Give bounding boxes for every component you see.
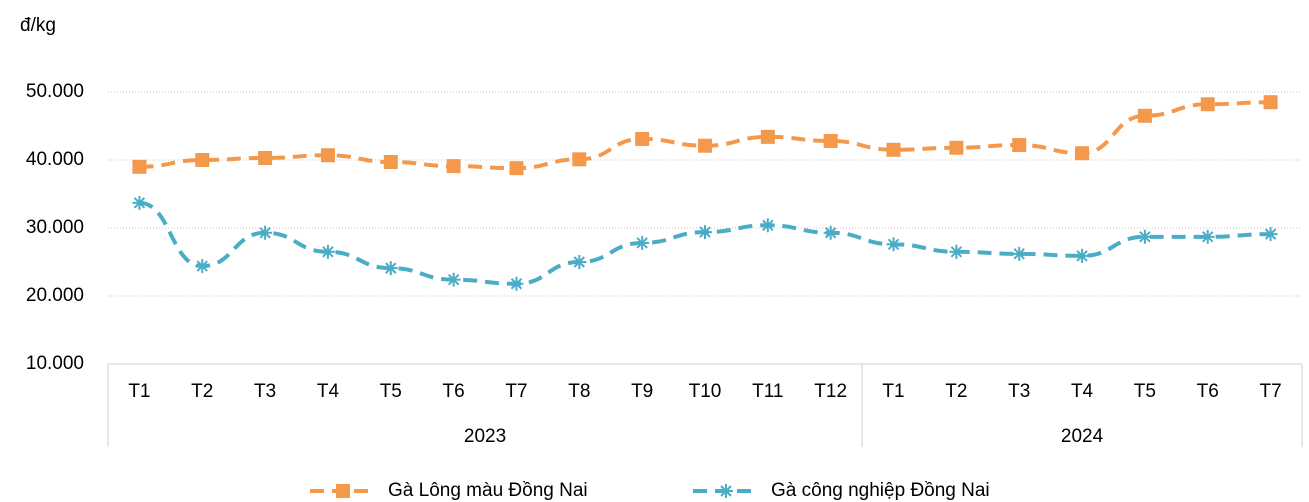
marker <box>383 261 398 276</box>
marker <box>195 259 210 274</box>
x-tick-label: T8 <box>568 381 590 402</box>
legend-marker <box>719 484 733 498</box>
marker <box>635 131 650 146</box>
x-tick-label: T6 <box>443 381 465 402</box>
marker <box>1137 229 1152 244</box>
group-label: 2023 <box>464 426 506 447</box>
marker <box>823 133 838 148</box>
marker <box>258 225 273 240</box>
marker <box>1263 227 1278 242</box>
group-label: 2024 <box>1061 426 1104 447</box>
marker <box>1075 248 1090 263</box>
x-tick-label: T7 <box>1259 381 1281 402</box>
y-axis-label: đ/kg <box>20 15 56 36</box>
marker <box>320 244 335 259</box>
marker <box>1200 97 1215 112</box>
y-tick-label: 10.000 <box>26 353 84 374</box>
x-tick-label: T2 <box>945 381 967 402</box>
x-tick-label: T6 <box>1197 381 1219 402</box>
marker <box>258 150 273 165</box>
x-tick-label: T7 <box>505 381 527 402</box>
marker <box>949 244 964 259</box>
marker <box>760 129 775 144</box>
marker <box>949 140 964 155</box>
x-tick-label: T2 <box>191 381 213 402</box>
marker <box>132 195 147 210</box>
marker <box>1263 95 1278 110</box>
marker <box>572 152 587 167</box>
marker <box>320 148 335 163</box>
marker <box>760 218 775 233</box>
marker <box>1012 138 1027 153</box>
legend-marker <box>336 484 350 498</box>
marker <box>823 225 838 240</box>
x-tick-label: T9 <box>631 381 653 402</box>
marker <box>509 276 524 291</box>
marker <box>1200 229 1215 244</box>
marker <box>132 159 147 174</box>
marker <box>1075 146 1090 161</box>
marker <box>509 161 524 176</box>
marker <box>1012 246 1027 261</box>
marker <box>698 225 712 240</box>
marker <box>572 255 587 269</box>
x-tick-label: T1 <box>882 381 904 402</box>
marker <box>1137 108 1152 123</box>
marker <box>886 142 901 157</box>
x-tick-label: T11 <box>752 381 783 402</box>
x-tick-label: T5 <box>1134 381 1156 402</box>
marker <box>698 138 712 153</box>
y-tick-label: 30.000 <box>26 217 84 238</box>
x-tick-label: T1 <box>128 381 150 402</box>
x-tick-label: T4 <box>1071 381 1094 402</box>
y-tick-label: 20.000 <box>26 285 84 306</box>
y-tick-label: 50.000 <box>26 81 84 102</box>
marker <box>446 159 461 174</box>
legend-label: Gà công nghiệp Đồng Nai <box>771 480 990 501</box>
x-tick-label: T12 <box>814 381 847 402</box>
marker <box>635 235 650 250</box>
legend-label: Gà Lông màu Đồng Nai <box>388 480 588 501</box>
x-tick-label: T4 <box>317 381 340 402</box>
x-tick-label: T3 <box>254 381 276 402</box>
x-tick-label: T10 <box>689 381 722 402</box>
marker <box>383 155 398 170</box>
x-tick-label: T3 <box>1008 381 1030 402</box>
series-line <box>139 200 1271 286</box>
marker <box>195 153 210 167</box>
series-line <box>139 100 1271 171</box>
y-tick-label: 40.000 <box>26 149 84 170</box>
x-tick-label: T5 <box>380 381 402 402</box>
marker <box>886 237 901 252</box>
marker <box>446 272 461 287</box>
